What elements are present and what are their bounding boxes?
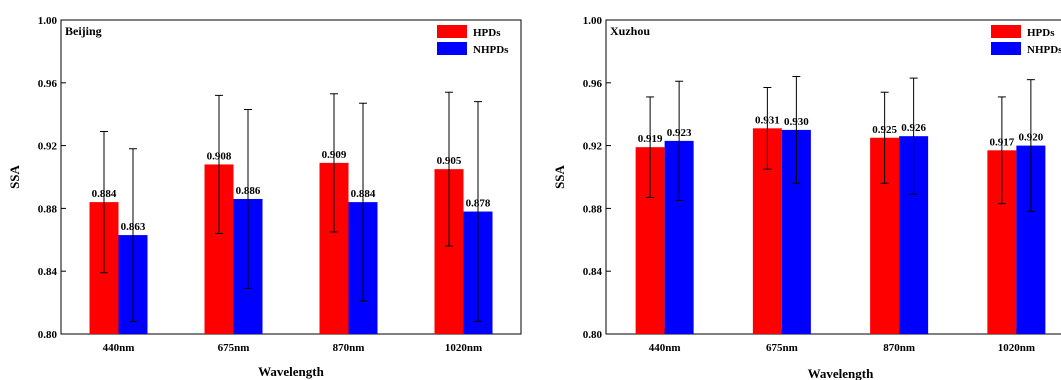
y-tick-label: 0.92 (38, 141, 58, 153)
data-label: 0.884 (351, 188, 376, 200)
y-tick-label: 1.00 (38, 15, 58, 27)
plot-frame (60, 19, 522, 335)
legend-swatch-nhpds (437, 42, 467, 55)
chart-panel-beijing: 0.80 0.84 0.88 0.92 0.96 1.00 SSA 440nm 0.884 0.8… (7, 15, 522, 379)
data-label: 0.863 (121, 221, 146, 233)
legend-swatch-hpds (991, 25, 1021, 38)
y-axis-title: SSA (552, 164, 567, 188)
x-tick-label: 675nm (218, 342, 250, 354)
y-tick-label: 1.00 (583, 15, 603, 27)
y-tick-label: 0.88 (38, 203, 58, 215)
data-label: 0.920 (1019, 132, 1044, 144)
data-label: 0.925 (872, 124, 897, 136)
data-label: 0.926 (901, 122, 926, 134)
x-tick-label: 870nm (333, 342, 365, 354)
y-tick-label: 0.96 (38, 78, 58, 90)
data-label: 0.931 (755, 114, 780, 126)
data-label: 0.923 (667, 127, 692, 139)
legend-label-hpds: HPDs (473, 27, 501, 39)
panel-title: Beijing (65, 24, 102, 38)
plot-frame (605, 19, 1061, 335)
y-tick-label: 0.88 (583, 203, 603, 215)
y-tick-label: 0.80 (583, 329, 603, 341)
x-tick-label: 1020nm (445, 342, 482, 354)
data-label: 0.909 (322, 149, 347, 161)
data-label: 0.884 (92, 188, 117, 200)
y-tick-label: 0.80 (38, 329, 58, 341)
x-tick-label: 1020nm (998, 342, 1035, 354)
x-tick-label: 440nm (103, 342, 135, 354)
y-axis-title: SSA (7, 164, 22, 188)
y-tick-label: 0.84 (38, 266, 58, 278)
legend: HPDs NHPDs (991, 25, 1061, 56)
x-axis-title: Wavelength (808, 366, 874, 380)
data-label: 0.930 (784, 116, 809, 128)
legend-swatch-nhpds (991, 42, 1021, 55)
data-label: 0.917 (990, 136, 1015, 148)
y-tick-label: 0.84 (583, 266, 603, 278)
data-label: 0.905 (437, 155, 462, 167)
x-tick-label: 440nm (649, 342, 681, 354)
y-tick-label: 0.92 (583, 141, 603, 153)
x-tick-label: 675nm (766, 342, 798, 354)
y-tick-label: 0.96 (583, 78, 603, 90)
legend: HPDs NHPDs (437, 25, 509, 56)
legend-label-nhpds: NHPDs (473, 44, 509, 56)
x-tick-label: 870nm (883, 342, 915, 354)
legend-label-nhpds: NHPDs (1027, 44, 1061, 56)
panel-title: Xuzhou (610, 24, 650, 38)
x-axis-title: Wavelength (258, 364, 324, 379)
legend-label-hpds: HPDs (1027, 27, 1055, 39)
data-label: 0.886 (236, 185, 261, 197)
data-label: 0.878 (466, 198, 491, 210)
data-label: 0.908 (207, 150, 232, 162)
data-label: 0.919 (638, 133, 663, 145)
chart-panel-xuzhou: 0.80 0.84 0.88 0.92 0.96 1.00 SSA 440nm 0.919 0.9… (552, 15, 1061, 380)
legend-swatch-hpds (437, 25, 467, 38)
